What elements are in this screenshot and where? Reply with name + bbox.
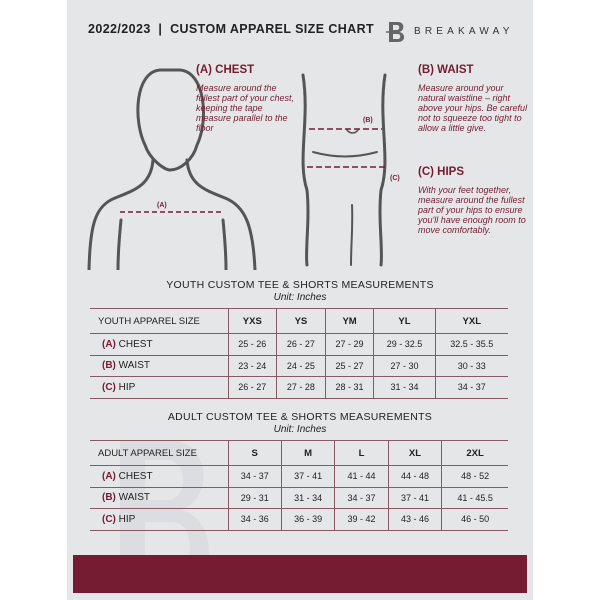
hips-heading: (C) HIPS [418, 166, 464, 178]
table-cell: L [334, 440, 389, 466]
table-cell: 41 - 45.5 [441, 487, 508, 509]
table-cell: 39 - 42 [334, 508, 389, 531]
waist-heading: (B) WAIST [418, 64, 474, 76]
table-cell: 26 - 27 [276, 333, 326, 356]
table-cell: (C) HIP [90, 508, 229, 531]
table-cell: 2XL [441, 440, 508, 466]
table-cell: 43 - 46 [388, 508, 443, 531]
adult-size-table: ADULT APPAREL SIZE S M L XL 2XL (A) CHEST 34 -… [90, 440, 508, 531]
table-cell: 30 - 33 [435, 355, 508, 377]
table-cell: 34 - 37 [228, 465, 282, 488]
youth-table-unit: Unit: Inches [273, 292, 327, 303]
table-cell: 28 - 31 [325, 376, 375, 399]
upper-body-figure [87, 68, 257, 270]
waist-marker: (B) [363, 117, 373, 124]
table-cell: YM [325, 308, 375, 334]
waist-instructions: Measure around your natural waistline – … [418, 83, 528, 133]
table-cell: YL [373, 308, 436, 334]
table-cell: (C) HIP [90, 376, 229, 399]
chest-marker: (A) [157, 202, 167, 209]
adult-table-title: ADULT CUSTOM TEE & SHORTS MEASUREMENTS [167, 411, 433, 423]
table-cell: 26 - 27 [228, 376, 278, 399]
table-row: (A) CHEST 25 - 26 26 - 27 27 - 29 29 - 32.5 3… [90, 333, 508, 356]
table-cell: 34 - 37 [435, 376, 508, 399]
table-cell: 37 - 41 [281, 465, 336, 488]
header-cell: ADULT APPAREL SIZE [90, 440, 229, 466]
table-cell: 34 - 36 [228, 508, 282, 531]
table-cell: 34 - 37 [334, 487, 389, 509]
table-cell: 37 - 41 [388, 487, 443, 509]
table-row: (C) HIP 26 - 27 27 - 28 28 - 31 31 - 34 34 - … [90, 376, 508, 399]
hips-marker: (C) [390, 175, 400, 182]
table-cell: 23 - 24 [228, 355, 278, 377]
table-cell: 27 - 30 [373, 355, 436, 377]
brand-logo-icon [386, 22, 405, 42]
table-cell: 25 - 27 [325, 355, 375, 377]
table-cell: 24 - 25 [276, 355, 326, 377]
table-cell: YXL [435, 308, 508, 334]
lower-body-figure [301, 73, 387, 267]
table-cell: S [228, 440, 282, 466]
footer-bar [73, 555, 527, 593]
table-cell: 48 - 52 [441, 465, 508, 488]
table-cell: (B) WAIST [90, 355, 229, 377]
table-cell: 29 - 32.5 [373, 333, 436, 356]
youth-size-table: YOUTH APPAREL SIZE YXS YS YM YL YXL (A) CHEST… [90, 308, 508, 399]
table-row: (A) CHEST 34 - 37 37 - 41 41 - 44 44 - 48 48 … [90, 465, 508, 488]
table-cell: YXS [228, 308, 278, 334]
table-cell: 46 - 50 [441, 508, 508, 531]
table-cell: 36 - 39 [281, 508, 336, 531]
table-cell: 25 - 26 [228, 333, 278, 356]
table-cell: 29 - 31 [228, 487, 282, 509]
table-cell: YS [276, 308, 326, 334]
table-cell: 31 - 34 [281, 487, 336, 509]
table-cell: M [281, 440, 336, 466]
body-figures-illustration: (A) (B) (C) [87, 68, 400, 270]
table-cell: 32.5 - 35.5 [435, 333, 508, 356]
table-cell: 41 - 44 [334, 465, 389, 488]
youth-table-title: YOUTH CUSTOM TEE & SHORTS MEASUREMENTS [166, 279, 434, 291]
table-cell: (A) CHEST [90, 333, 229, 356]
brand-name: BREAKAWAY [414, 26, 514, 37]
page-title: 2022/2023 | CUSTOM APPAREL SIZE CHART [88, 22, 375, 36]
hips-instructions: With your feet together, measure around … [418, 185, 526, 235]
table-cell: (B) WAIST [90, 487, 229, 509]
table-cell: 27 - 28 [276, 376, 326, 399]
table-row: (C) HIP 34 - 36 36 - 39 39 - 42 43 - 46 46 - … [90, 508, 508, 531]
table-row: (B) WAIST 29 - 31 31 - 34 34 - 37 37 - 41 41 … [90, 487, 508, 509]
header-cell: YOUTH APPAREL SIZE [90, 308, 229, 334]
chest-instructions: Measure around the fullest part of your … [196, 83, 295, 133]
table-cell: (A) CHEST [90, 465, 229, 488]
adult-table-unit: Unit: Inches [273, 424, 327, 435]
table-cell: XL [388, 440, 443, 466]
table-row: (B) WAIST 23 - 24 24 - 25 25 - 27 27 - 30 30 … [90, 355, 508, 377]
table-cell: 31 - 34 [373, 376, 436, 399]
chest-heading: (A) CHEST [196, 64, 255, 76]
table-cell: 27 - 29 [325, 333, 375, 356]
table-cell: 44 - 48 [388, 465, 443, 488]
